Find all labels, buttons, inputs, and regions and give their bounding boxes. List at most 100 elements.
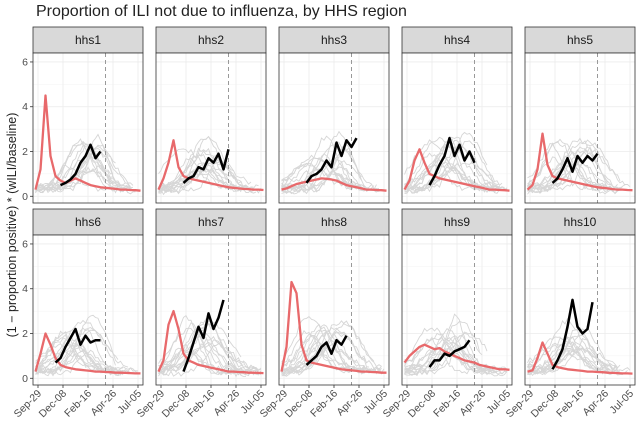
x-tick-label: Jul-05 (607, 388, 636, 417)
x-tick-label: Feb-16 (431, 388, 463, 420)
historical-season-line (404, 331, 483, 375)
historical-season-line (404, 345, 488, 373)
historical-season-line (404, 332, 493, 372)
historical-season-line (35, 166, 124, 194)
facet-hhs5: hhs5 (524, 26, 636, 204)
historical-season-line (35, 333, 119, 372)
x-tick-label: Feb-16 (554, 388, 586, 420)
x-tick-label: Apr-26 (88, 388, 119, 419)
historical-season-line (527, 142, 626, 190)
strip-label: hhs4 (444, 33, 470, 47)
y-tick-label: 4 (22, 101, 28, 113)
historical-season-line (281, 166, 377, 195)
strip-label: hhs8 (321, 215, 347, 229)
historical-season-line (527, 138, 606, 189)
historical-season-line (158, 317, 244, 370)
historical-season-line (527, 163, 611, 193)
strip-background (401, 208, 513, 236)
strip-label: hhs2 (198, 33, 224, 47)
historical-season-line (158, 343, 247, 378)
peak-season-line (403, 343, 510, 371)
strip-label: hhs5 (567, 33, 593, 47)
current-season-line (305, 335, 348, 366)
current-season-line (428, 339, 471, 368)
strip-background (401, 26, 513, 54)
historical-season-line (158, 323, 262, 371)
peak-season-line (280, 280, 387, 374)
y-tick-label: 6 (22, 56, 28, 68)
panel-border (278, 52, 390, 204)
strip-label: hhs6 (75, 215, 101, 229)
current-season-line (305, 137, 358, 184)
y-tick-label: 0 (22, 373, 28, 385)
strip-label: hhs1 (75, 33, 101, 47)
x-tick-label: Apr-26 (580, 388, 611, 419)
historical-season-line (527, 137, 623, 192)
historical-season-line (158, 329, 259, 372)
historical-season-line (158, 135, 254, 193)
historical-season-line (281, 323, 382, 374)
historical-season-line (35, 319, 129, 371)
facet-hhs2: hhs2 (155, 26, 267, 204)
facet-hhs3: hhs3 (278, 26, 390, 204)
historical-season-line (404, 136, 483, 190)
historical-season-line (35, 343, 124, 373)
panel-border (155, 52, 267, 204)
historical-season-line (404, 140, 505, 190)
historical-season-line (527, 336, 621, 369)
x-tick-label: Feb-16 (308, 388, 340, 420)
peak-season-line (34, 94, 141, 192)
x-tick-label: Feb-16 (185, 388, 217, 420)
historical-season-line (527, 150, 623, 195)
current-season-line (182, 299, 225, 373)
panel-border (32, 52, 144, 204)
x-tick-label: Apr-26 (457, 388, 488, 419)
x-tick-label: Dec-08 (160, 388, 193, 421)
y-tick-label: 2 (22, 328, 28, 340)
strip-background (32, 26, 144, 54)
x-tick-label: Apr-26 (211, 388, 242, 419)
historical-season-line (527, 337, 603, 374)
peak-season-line (403, 148, 510, 192)
y-tick-label: 0 (22, 191, 28, 203)
strip-background (32, 208, 144, 236)
peak-season-line (526, 132, 633, 192)
panel-border (401, 52, 513, 204)
facet-hhs1: hhs1 0 2 4 6 (22, 26, 144, 204)
current-season-line (428, 136, 476, 186)
x-tick-label: Dec-08 (529, 388, 562, 421)
y-axis-label: (1 − proportion positive) * (wILI/baseli… (5, 113, 19, 338)
strip-background (155, 26, 267, 54)
historical-season-line (158, 148, 247, 190)
current-season-line (551, 298, 594, 370)
facet-hhs4: hhs4 (401, 26, 513, 204)
historical-season-line (404, 166, 500, 191)
historical-season-line (404, 327, 495, 373)
x-tick-label: Apr-26 (334, 388, 365, 419)
historical-season-line (281, 130, 362, 189)
strip-background (524, 26, 636, 54)
current-season-line (551, 152, 599, 184)
historical-season-line (35, 141, 134, 191)
strip-label: hhs10 (564, 215, 597, 229)
historical-season-line (35, 329, 116, 375)
historical-season-line (158, 152, 234, 191)
historical-season-line (404, 328, 508, 372)
peak-season-line (157, 309, 264, 375)
x-tick-label: Dec-08 (406, 388, 439, 421)
current-season-line (54, 327, 101, 364)
historical-season-line (404, 320, 480, 376)
historical-season-line (158, 167, 242, 189)
peak-season-line (157, 139, 264, 192)
x-tick-label: Dec-08 (283, 388, 316, 421)
historical-season-line (404, 334, 488, 377)
strip-label: hhs3 (321, 33, 347, 47)
x-tick-label: Dec-08 (37, 388, 70, 421)
historical-season-line (281, 326, 382, 372)
historical-season-line (527, 142, 603, 191)
